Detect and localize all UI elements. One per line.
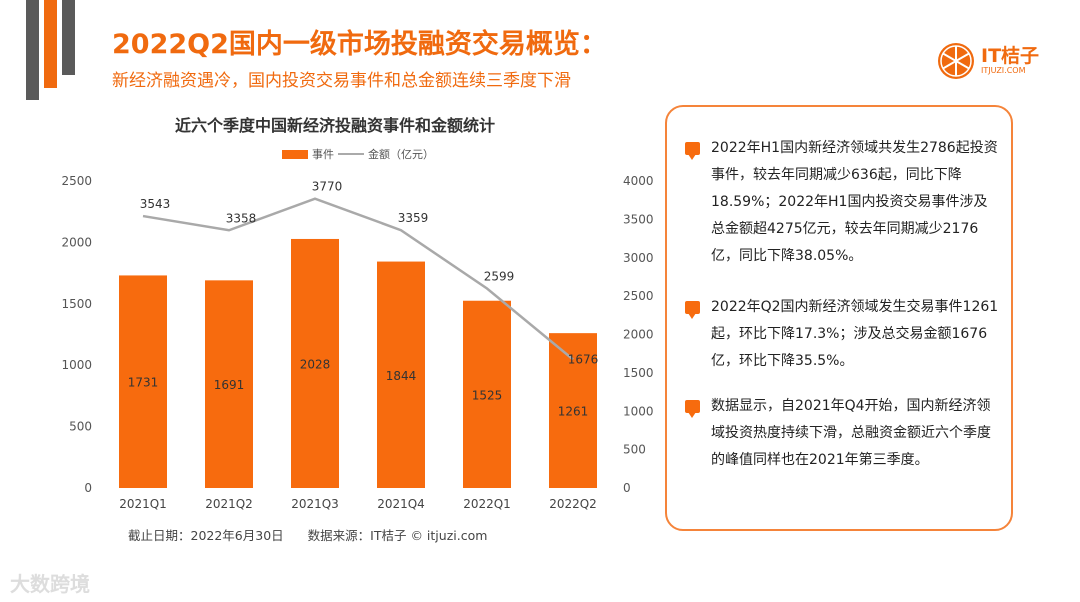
chart: 0 500 1000 1500 2000 2500 0 500 1000 1500 2000 2500… <box>61 174 654 511</box>
chart-title: 近六个季度中国新经济投融资事件和金额统计 <box>175 116 496 135</box>
bar-label: 2028 <box>300 357 331 371</box>
x-tick-label: 2021Q4 <box>377 497 425 511</box>
right-axis-tick: 4000 <box>623 174 654 188</box>
right-axis-tick: 500 <box>623 443 646 457</box>
line-label: 3358 <box>226 211 257 225</box>
left-axis-tick: 2000 <box>61 235 92 249</box>
left-axis-tick: 2500 <box>61 174 92 188</box>
data-source: 数据来源：IT桔子 © itjuzi.com <box>307 528 488 543</box>
bar <box>205 280 253 488</box>
note-item: 2022年Q2国内新经济领域发生交易事件1261起，环比下降17.3%；涉及总交… <box>685 294 1001 375</box>
left-axis-tick: 1500 <box>61 297 92 311</box>
speech-bubble-icon <box>685 142 700 160</box>
legend-bar-swatch <box>282 149 308 159</box>
bar <box>291 238 339 488</box>
line-label: 3359 <box>398 211 429 225</box>
right-axis-tick: 2500 <box>623 289 654 303</box>
logo-domain: ITJUZI.COM <box>981 66 1026 75</box>
speech-bubble-icon <box>685 301 700 319</box>
note-item: 2022年H1国内新经济领域共发生2786起投资事件，较去年同期减少636起，同… <box>685 135 1001 270</box>
decor-bar-dark <box>26 0 39 100</box>
cutoff-date: 截止日期：2022年6月30日 <box>128 528 284 543</box>
right-axis-tick: 3000 <box>623 251 654 265</box>
bar <box>463 300 511 488</box>
legend-line-label: 金额（亿元） <box>368 148 434 161</box>
bar-label: 1261 <box>558 405 589 419</box>
page-title: 2022Q2国内一级市场投融资交易概览： <box>112 29 607 60</box>
chart-legend: 事件 金额（亿元） <box>282 146 434 162</box>
x-tick-label: 2022Q1 <box>463 497 511 511</box>
right-axis-tick: 3500 <box>623 212 654 226</box>
bar-label: 1731 <box>128 376 159 390</box>
logo-name: IT桔子 <box>981 45 1040 67</box>
line-label: 2599 <box>484 270 515 284</box>
bar-label: 1525 <box>472 388 503 402</box>
bar-label: 1844 <box>386 369 417 383</box>
x-tick-label: 2021Q1 <box>119 497 167 511</box>
bar <box>119 275 167 488</box>
bar <box>377 261 425 488</box>
right-axis-tick: 0 <box>623 481 631 495</box>
amount-line <box>142 197 574 361</box>
footer: 截止日期：2022年6月30日 数据来源：IT桔子 © itjuzi.com <box>128 525 507 544</box>
x-tick-label: 2021Q2 <box>205 497 253 511</box>
page-subtitle: 新经济融资遇冷，国内投资交易事件和总金额连续三季度下滑 <box>112 71 571 91</box>
x-tick-label: 2021Q3 <box>291 497 339 511</box>
x-tick-label: 2022Q2 <box>549 497 597 511</box>
legend-bar-label: 事件 <box>312 148 334 161</box>
decor-bar-dark-2 <box>62 0 75 75</box>
left-axis-tick: 500 <box>69 420 92 434</box>
logo: IT桔子 ITJUZI.COM <box>937 42 1039 80</box>
decor-bar-orange <box>44 0 57 88</box>
note-item: 数据显示，自2021年Q4开始，国内新经济领域投资热度持续下滑，总融资金额近六个… <box>685 393 1001 474</box>
right-axis-tick: 1500 <box>623 366 654 380</box>
summary-panel: 2022年H1国内新经济领域共发生2786起投资事件，较去年同期减少636起，同… <box>665 105 1013 531</box>
bar-label: 1691 <box>214 378 245 392</box>
legend-line-swatch <box>338 153 364 155</box>
line-label: 1676 <box>568 352 599 366</box>
line-label: 3770 <box>312 180 343 194</box>
left-axis-tick: 0 <box>84 481 92 495</box>
left-axis-tick: 1000 <box>61 358 92 372</box>
line-label: 3543 <box>140 197 171 211</box>
speech-bubble-icon <box>685 400 700 418</box>
right-axis-tick: 2000 <box>623 328 654 342</box>
watermark: 大数跨境 <box>10 572 90 596</box>
right-axis-tick: 1000 <box>623 404 654 418</box>
orange-slice-icon <box>938 43 974 79</box>
